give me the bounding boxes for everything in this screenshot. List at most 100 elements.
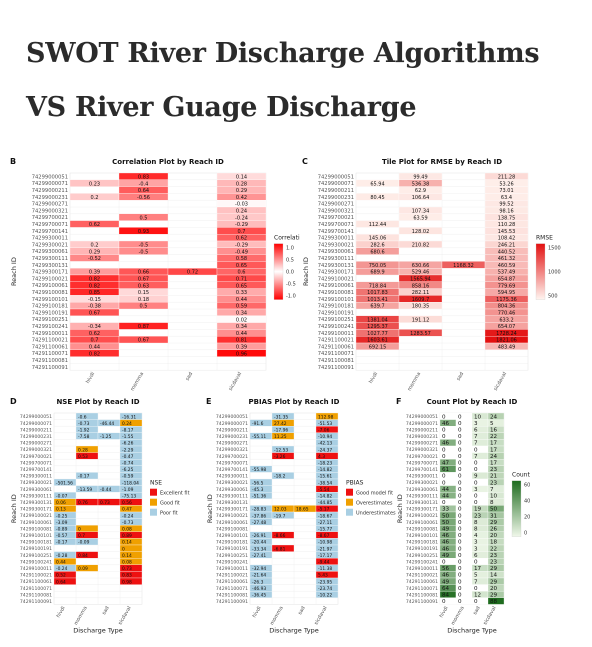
heat-cell [271,432,295,440]
cell-label: 49 [442,553,450,559]
cell-label: 0.08 [122,527,132,533]
heat-cell [487,597,505,605]
cell-label: 483.49 [498,345,516,351]
cell-label: 0.14 [122,553,132,559]
cell-label: 7 [490,487,494,493]
cell-label: 191.12 [412,317,430,323]
cell-label: -0.4 [139,181,149,187]
heat-cell [398,315,443,323]
y-tick-label: 74299000071 [318,181,354,187]
cell-label: 0 [458,540,462,546]
cell-label: 0.89 [122,533,132,539]
y-tick-label: 74299300111 [20,493,52,499]
y-tick-label: 74299000211 [318,188,354,194]
cell-label: 461.32 [498,256,516,262]
cell-label: 8 [474,527,478,533]
heat-cell [398,193,443,201]
y-tick-label: 74299000271 [32,202,68,208]
cell-label: 0.44 [56,560,66,566]
cell-label: -28.83 [252,507,266,513]
cell-label: 46 [442,533,450,539]
cell-label: 1603.61 [367,338,388,344]
cell-label: 0.29 [236,188,247,194]
legend-title: NSE [150,480,162,487]
y-axis-label: Reach ID [396,494,404,523]
y-tick-label: 74299700071 [20,460,52,466]
y-tick-label: 74299100081 [20,526,52,532]
y-tick-label: 74291100061 [216,579,248,585]
cell-label: 0 [442,599,446,605]
cell-label: 80.45 [370,195,384,201]
cell-label: 0 [442,447,446,453]
cell-label: 23 [490,480,498,486]
cell-label: 0 [458,414,462,420]
legend-label: Underestimates [356,511,396,517]
y-tick-label: 74291100081 [216,592,248,598]
cell-label: 0.34 [236,311,247,317]
y-tick-label: 74299300171 [20,507,52,513]
y-tick-label: 74291100091 [216,599,248,605]
cell-label: -27.11 [318,520,332,526]
y-tick-label: 74299100191 [406,546,438,552]
y-tick-label: 74299700071 [32,222,68,228]
panel-letter: C [302,157,308,166]
cell-label: 26 [490,527,498,533]
y-tick-label: 74299300021 [20,480,52,486]
cell-label: -0.29 [235,243,248,249]
cell-label: 14 [490,573,498,579]
legend-gradient [535,243,546,300]
cell-label: 107.34 [412,209,430,215]
cell-label: 0.82 [89,283,100,289]
cell-label: 53.26 [499,181,513,187]
cell-label: 7 [474,441,478,447]
cell-label: -0.07 [56,494,68,500]
cell-label: -10.22 [318,593,332,599]
cell-label: 0.6 [238,270,246,276]
cell-label: 0.09 [78,566,88,572]
y-tick-label: 74291100021 [318,338,354,344]
cell-label: 7 [474,454,478,460]
y-tick-label: 74299300061 [32,249,68,255]
cell-label: 0.24 [236,209,247,215]
cell-label: 0 [442,480,446,486]
y-tick-label: 74299100101 [20,533,52,539]
cell-label: 1295.37 [367,324,388,330]
cell-label: 17 [490,461,498,467]
cell-label: -75.13 [122,494,136,500]
cell-label: -5.54 [318,487,330,493]
cell-label: -0.17 [78,474,90,480]
x-tick-label: sad [101,605,111,616]
cell-label: 0 [442,474,446,480]
y-tick-label: 74299300011 [318,236,354,242]
y-tick-label: 74299700071 [216,460,248,466]
cell-label: -21.64 [252,573,266,579]
cell-label: 0 [122,546,125,552]
x-axis-label: Discharge Type [73,626,123,634]
y-tick-label: 74299000071 [32,181,68,187]
y-tick-label: 74299300061 [20,487,52,493]
legend-tick: 1500 [548,246,561,252]
cell-label: 0 [474,599,478,605]
correlation-heatmap: B Correlation Plot by Reach ID0.83 0.140.2… [10,157,300,393]
cell-label: 0 [474,447,478,453]
legend-swatch [346,508,353,516]
cell-label: 0.06 [56,500,66,506]
y-tick-label: 74299300011 [216,474,248,480]
y-tick-label: 74299000211 [216,427,248,433]
y-tick-label: 74291100091 [406,599,438,605]
y-tick-label: 74299700021 [32,215,68,221]
x-tick-label: hivdi [251,605,262,618]
heat-cell [398,302,443,310]
cell-label: -37.86 [252,513,266,519]
y-tick-label: 74299100241 [318,324,354,330]
cell-label: -32.94 [252,566,266,572]
y-tick-label: 74299300021 [216,480,248,486]
cell-label: 0 [474,586,478,592]
heat-cell [271,452,295,460]
cell-label: -2.29 [122,447,134,453]
legend-title: PBIAS [346,480,364,487]
cell-label: 5.43 [318,573,328,579]
y-tick-label: 74299000051 [216,414,248,420]
cell-label: 29 [490,566,498,572]
cell-label: -45.3 [252,487,264,493]
